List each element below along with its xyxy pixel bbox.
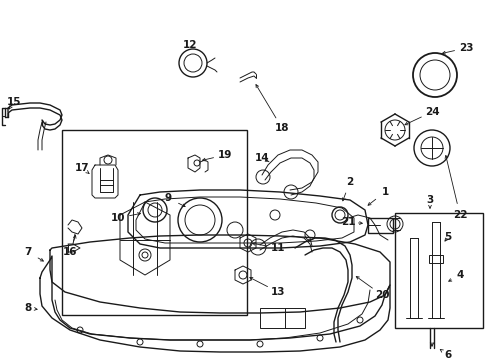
Text: 21: 21 bbox=[341, 217, 355, 227]
Text: 11: 11 bbox=[271, 243, 285, 253]
Bar bbox=[62, 130, 247, 315]
Text: 14: 14 bbox=[255, 153, 270, 163]
Text: 13: 13 bbox=[271, 287, 285, 297]
Text: 15: 15 bbox=[7, 97, 21, 107]
Text: 16: 16 bbox=[63, 247, 77, 257]
Text: 20: 20 bbox=[375, 290, 389, 300]
Text: 22: 22 bbox=[453, 210, 467, 220]
Text: 10: 10 bbox=[111, 213, 125, 223]
Text: 1: 1 bbox=[381, 187, 389, 197]
Bar bbox=[395, 213, 483, 328]
Text: 12: 12 bbox=[183, 40, 197, 50]
Bar bbox=[368, 218, 393, 233]
Text: 6: 6 bbox=[444, 350, 452, 360]
Text: 4: 4 bbox=[456, 270, 464, 280]
Bar bbox=[260, 308, 305, 328]
Bar bbox=[429, 255, 443, 263]
Text: 7: 7 bbox=[24, 247, 32, 257]
Text: 18: 18 bbox=[275, 123, 289, 133]
Text: 19: 19 bbox=[218, 150, 232, 160]
Text: 5: 5 bbox=[444, 232, 452, 242]
Text: 2: 2 bbox=[346, 177, 354, 187]
Text: 9: 9 bbox=[165, 193, 172, 203]
Text: 3: 3 bbox=[426, 195, 434, 205]
Text: 24: 24 bbox=[425, 107, 440, 117]
Text: 23: 23 bbox=[459, 43, 473, 53]
Text: 8: 8 bbox=[24, 303, 32, 313]
Text: 17: 17 bbox=[74, 163, 89, 173]
